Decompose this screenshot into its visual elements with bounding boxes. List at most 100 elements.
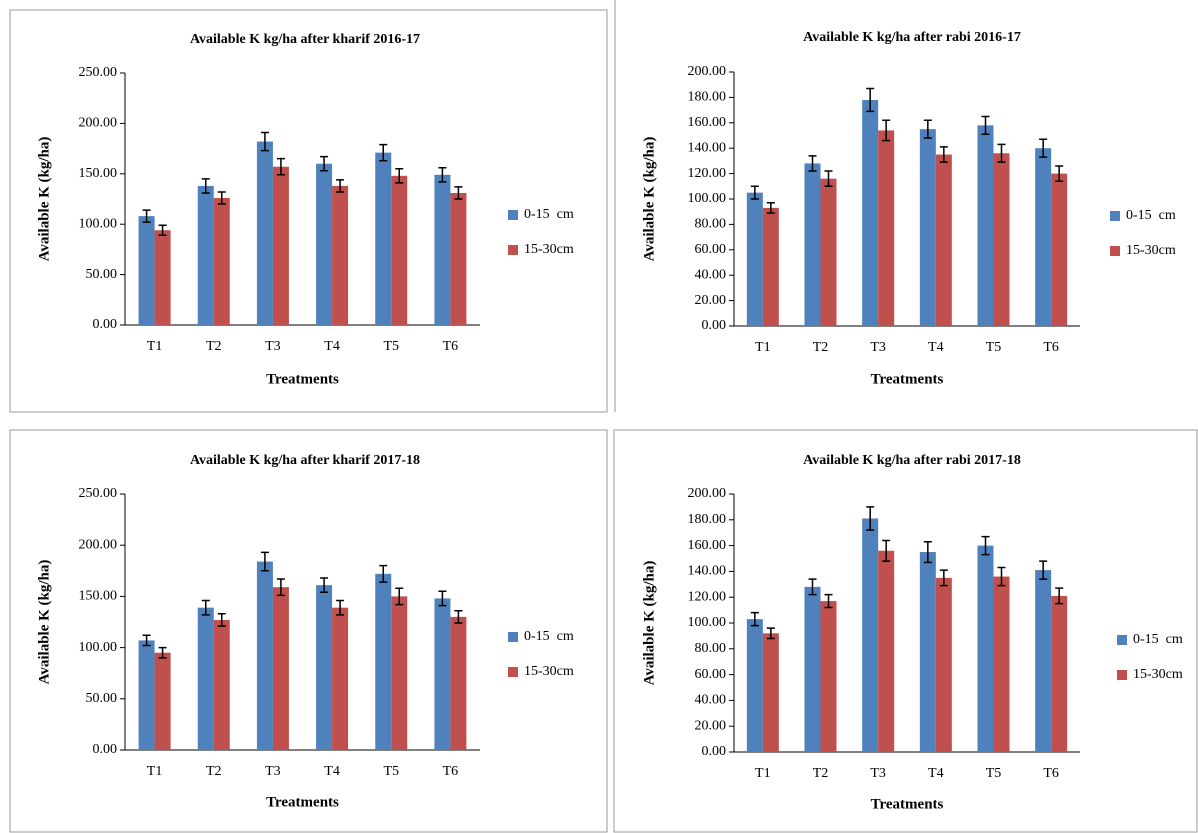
x-tick-label: T4 — [928, 766, 944, 781]
x-tick-label: T6 — [1043, 766, 1059, 781]
bar — [391, 175, 408, 325]
error-bar — [866, 506, 875, 531]
bar — [154, 230, 171, 325]
x-tick-label: T2 — [813, 766, 829, 781]
error-bar — [158, 646, 167, 659]
y-tick-label: 250.00 — [79, 486, 118, 501]
error-bar — [1039, 138, 1048, 158]
error-bar — [336, 599, 345, 616]
y-tick-label: 0.00 — [702, 744, 727, 759]
bar — [272, 166, 289, 325]
y-tick-label: 100.00 — [79, 640, 118, 655]
legend-swatch — [1117, 635, 1127, 645]
x-axis-title: Treatments — [266, 371, 339, 387]
y-tick-label: 160.00 — [688, 538, 727, 553]
y-tick-label: 60.00 — [695, 667, 727, 682]
bar — [375, 152, 392, 325]
x-tick-label: T2 — [206, 339, 222, 354]
y-tick-label: 100.00 — [688, 615, 727, 630]
error-bar — [379, 564, 388, 583]
bar — [434, 598, 451, 750]
chart-title: Available K kg/ha after kharif 2016-17 — [190, 32, 420, 47]
y-tick-label: 180.00 — [688, 512, 727, 527]
error-bar — [336, 179, 345, 193]
error-bar — [201, 178, 210, 194]
error-bar — [923, 540, 932, 564]
bar — [154, 652, 171, 750]
error-bar — [260, 131, 269, 152]
y-tick-label: 20.00 — [695, 293, 727, 308]
x-tick-label: T4 — [928, 340, 944, 355]
legend-swatch — [1110, 246, 1120, 256]
x-tick-label: T1 — [147, 339, 163, 354]
x-axis-title: Treatments — [871, 371, 944, 387]
legend-label: 0-15 cm — [1133, 632, 1183, 647]
bar — [762, 207, 779, 326]
y-tick-label: 120.00 — [688, 166, 727, 181]
y-tick-label: 100.00 — [79, 216, 118, 231]
bar — [138, 216, 155, 325]
legend-label: 0-15 cm — [524, 207, 574, 222]
error-bar — [379, 143, 388, 162]
bar — [434, 174, 451, 325]
error-bar — [260, 551, 269, 572]
x-tick-label: T1 — [147, 764, 163, 779]
x-tick-label: T3 — [870, 340, 886, 355]
error-bar — [1055, 587, 1064, 605]
panel-frame — [613, 429, 1198, 833]
bar — [316, 163, 333, 325]
y-tick-label: 0.00 — [702, 318, 727, 333]
bar — [820, 601, 837, 752]
error-bar — [142, 634, 151, 647]
y-tick-label: 160.00 — [688, 115, 727, 130]
error-bar — [276, 157, 285, 176]
error-bar — [997, 143, 1006, 163]
y-tick-label: 150.00 — [79, 166, 118, 181]
error-bar — [1039, 560, 1048, 580]
error-bar — [882, 539, 891, 562]
error-bar — [395, 168, 404, 184]
legend-swatch — [508, 245, 518, 255]
y-tick-label: 60.00 — [695, 242, 727, 257]
bar — [746, 192, 763, 326]
bar — [878, 130, 895, 326]
error-bar — [454, 186, 463, 200]
chart-title: Available K kg/ha after kharif 2017-18 — [190, 453, 420, 468]
y-tick-label: 140.00 — [688, 564, 727, 579]
bar — [316, 585, 333, 750]
bar — [935, 154, 952, 326]
bar — [977, 545, 994, 752]
x-tick-label: T4 — [324, 339, 340, 354]
x-tick-label: T2 — [206, 764, 222, 779]
error-bar — [276, 578, 285, 597]
error-bar — [1055, 165, 1064, 182]
error-bar — [217, 191, 226, 205]
x-tick-label: T5 — [986, 766, 1002, 781]
y-axis-title: Available K (kg/ha) — [641, 137, 657, 262]
y-tick-label: 200.00 — [79, 537, 118, 552]
panel-frame — [9, 9, 608, 413]
y-tick-label: 40.00 — [695, 693, 727, 708]
chart-title: Available K kg/ha after rabi 2016-17 — [803, 30, 1021, 45]
error-bar — [939, 146, 948, 163]
error-bar — [808, 578, 817, 596]
error-bar — [750, 185, 759, 200]
y-tick-label: 50.00 — [86, 267, 118, 282]
bar — [332, 185, 349, 325]
x-tick-label: T5 — [383, 764, 399, 779]
error-bar — [750, 611, 759, 627]
bar — [1035, 570, 1052, 752]
error-bar — [454, 609, 463, 624]
x-tick-label: T1 — [755, 766, 771, 781]
legend-swatch — [1117, 670, 1127, 680]
x-axis-title: Treatments — [871, 796, 944, 812]
y-axis-title: Available K (kg/ha) — [36, 560, 52, 685]
y-tick-label: 80.00 — [695, 641, 727, 656]
y-tick-label: 150.00 — [79, 589, 118, 604]
error-bar — [923, 119, 932, 139]
bar — [375, 573, 392, 750]
y-tick-label: 20.00 — [695, 718, 727, 733]
x-tick-label: T3 — [870, 766, 886, 781]
x-tick-label: T3 — [265, 764, 281, 779]
error-bar — [866, 87, 875, 113]
